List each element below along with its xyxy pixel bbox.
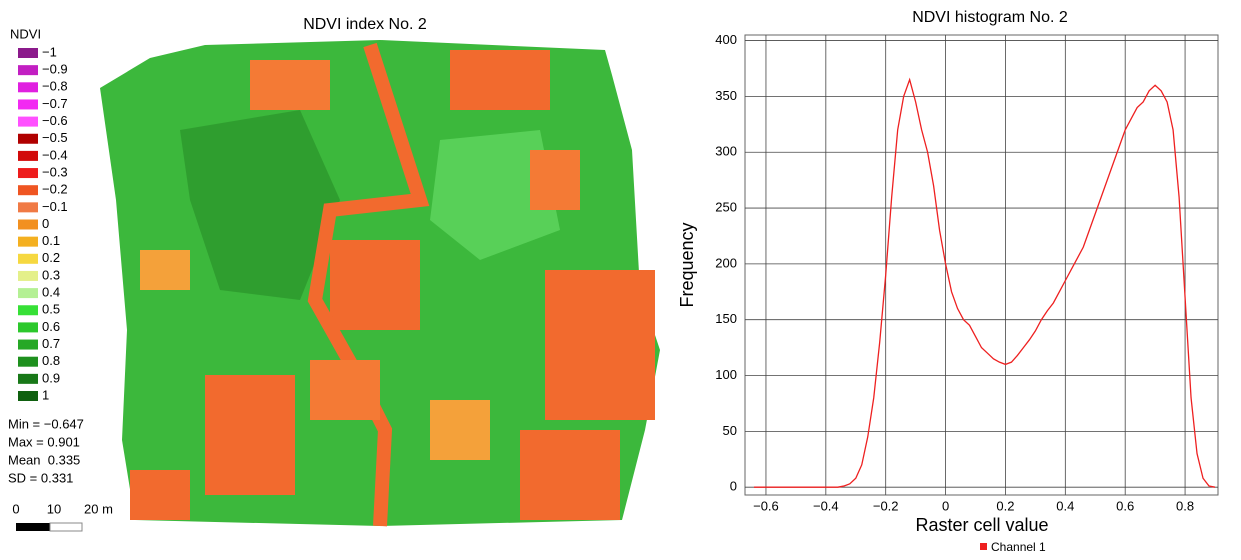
legend-title: NDVI [10, 26, 41, 41]
legend-swatch [18, 254, 38, 264]
y-tick-label: 0 [730, 479, 737, 494]
legend-label: −0.5 [42, 130, 68, 145]
legend-swatch [18, 185, 38, 195]
y-tick-label: 250 [715, 199, 737, 214]
legend-swatch [18, 271, 38, 281]
map-area [250, 60, 330, 110]
legend-label: −0.1 [42, 199, 68, 214]
scale-bar [16, 523, 50, 531]
stat: Max = 0.901 [8, 434, 80, 449]
legend-swatch [18, 357, 38, 367]
chart-title: NDVI histogram No. 2 [912, 9, 1068, 26]
scale-bar [50, 523, 82, 531]
y-tick-label: 400 [715, 32, 737, 47]
legend-label: −0.7 [42, 96, 68, 111]
map-area [450, 50, 550, 110]
legend-swatch [18, 322, 38, 332]
legend-label: −0.6 [42, 113, 68, 128]
legend-swatch [18, 151, 38, 161]
map-area [430, 400, 490, 460]
legend-label: Channel 1 [991, 540, 1046, 554]
stat: SD = 0.331 [8, 470, 73, 485]
stat: Mean 0.335 [8, 452, 80, 467]
legend-label: 0.2 [42, 250, 60, 265]
legend-swatch [18, 374, 38, 384]
map-area [310, 360, 380, 420]
x-tick-label: −0.4 [813, 498, 839, 513]
map-area [545, 270, 655, 420]
map-area [140, 250, 190, 290]
y-tick-label: 350 [715, 88, 737, 103]
legend-label: 0.6 [42, 319, 60, 334]
scale-label: 20 m [84, 501, 113, 516]
x-axis-label: Raster cell value [915, 515, 1048, 535]
x-tick-label: 0.6 [1116, 498, 1134, 513]
y-tick-label: 300 [715, 144, 737, 159]
legend-label: 0.3 [42, 267, 60, 282]
legend-label: −0.4 [42, 147, 68, 162]
legend-swatch [18, 391, 38, 401]
legend-label: −0.8 [42, 79, 68, 94]
legend-swatch [18, 202, 38, 212]
map-legend: −1 −0.9 −0.8 −0.7 −0.6 −0.5 −0.4 −0.3 −0.2 −0.1 0 0… [18, 44, 68, 402]
legend-label: 0.5 [42, 302, 60, 317]
y-tick-label: 200 [715, 255, 737, 270]
scale-label: 10 [47, 501, 61, 516]
legend-swatch [18, 134, 38, 144]
legend-swatch [18, 117, 38, 127]
x-tick-label: 0.4 [1056, 498, 1074, 513]
y-axis-label: Frequency [677, 222, 697, 307]
legend-label: 0 [42, 216, 49, 231]
plot-area [745, 35, 1218, 495]
scale-label: 0 [12, 501, 19, 516]
legend-label: 0.1 [42, 233, 60, 248]
histogram: NDVI histogram No. 2 Frequency Raster ce… [677, 9, 1218, 554]
x-tick-label: −0.2 [873, 498, 899, 513]
legend-label: 0.7 [42, 336, 60, 351]
map-area [520, 430, 620, 520]
legend-label: −0.3 [42, 164, 68, 179]
y-tick-label: 50 [723, 423, 737, 438]
legend-swatch [18, 99, 38, 109]
legend-swatch [18, 237, 38, 247]
y-tick-label: 100 [715, 367, 737, 382]
legend-swatch [18, 288, 38, 298]
legend-swatch [18, 305, 38, 315]
map-area [330, 240, 420, 330]
x-tick-label: 0.8 [1176, 498, 1194, 513]
legend-swatch [980, 543, 987, 550]
legend-label: −0.2 [42, 182, 68, 197]
legend-swatch [18, 82, 38, 92]
legend-label: 1 [42, 387, 49, 402]
legend-label: 0.4 [42, 285, 60, 300]
map-area [530, 150, 580, 210]
stat: Min = −0.647 [8, 416, 84, 431]
map-area [205, 375, 295, 495]
legend-swatch [18, 168, 38, 178]
legend-swatch [18, 220, 38, 230]
legend-label: −1 [42, 44, 57, 59]
legend-label: 0.9 [42, 370, 60, 385]
legend-label: 0.8 [42, 353, 60, 368]
x-tick-label: 0 [942, 498, 949, 513]
map-area [130, 470, 190, 520]
y-tick-label: 150 [715, 311, 737, 326]
legend-label: −0.9 [42, 62, 68, 77]
figure: NDVI index No. 2 NDVI −1 −0.9 −0.8 −0.7 −0.6… [0, 0, 1241, 560]
legend-swatch [18, 48, 38, 58]
legend-swatch [18, 65, 38, 75]
x-tick-label: 0.2 [996, 498, 1014, 513]
ndvi-map: NDVI index No. 2 NDVI −1 −0.9 −0.8 −0.7 −0.6… [8, 16, 660, 531]
map-title: NDVI index No. 2 [303, 16, 427, 33]
x-tick-label: −0.6 [753, 498, 779, 513]
legend-swatch [18, 340, 38, 350]
